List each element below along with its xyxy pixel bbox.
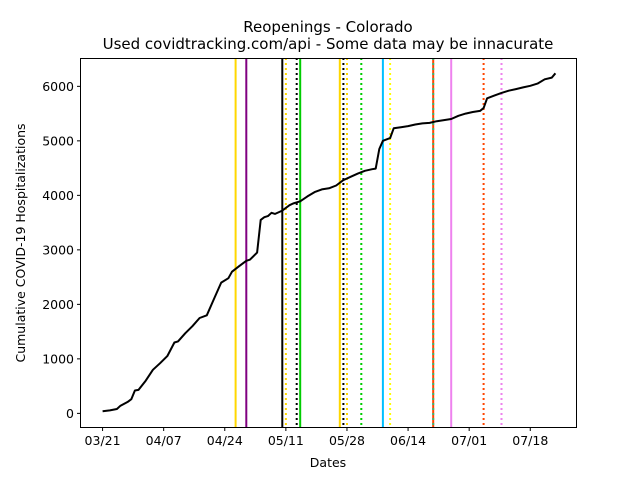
y-tick-label: 4000 (42, 188, 74, 203)
x-tick-label: 05/11 (268, 433, 304, 448)
y-tick-label: 2000 (42, 297, 74, 312)
x-tick-label: 04/07 (146, 433, 182, 448)
plot-area (102, 72, 557, 413)
reopening-markers (234, 58, 503, 427)
x-axis-label: Dates (310, 455, 346, 470)
y-tick-label: 5000 (42, 133, 74, 148)
series-line (102, 72, 557, 413)
x-tick-label: 07/18 (512, 433, 548, 448)
x-tick-label: 06/14 (390, 433, 426, 448)
x-tick-label: 03/21 (85, 433, 121, 448)
y-tick-label: 3000 (42, 242, 74, 257)
axes-frame (80, 58, 577, 428)
x-tick-label: 04/24 (207, 433, 243, 448)
y-axis-label: Cumulative COVID-19 Hospitalizations (13, 123, 28, 362)
y-tick-label: 0 (66, 406, 74, 421)
y-tick-label: 1000 (42, 351, 74, 366)
chart-title: Reopenings - Colorado (243, 18, 412, 36)
y-tick-label: 6000 (42, 79, 74, 94)
x-axis: 03/21 04/07 04/24 05/11 05/28 06/14 07/01 07/18 (85, 427, 548, 448)
y-axis: 0 1000 2000 3000 4000 5000 6000 (42, 79, 81, 421)
chart-subtitle: Used covidtracking.com/api - Some data m… (103, 35, 554, 53)
x-tick-label: 05/28 (329, 433, 365, 448)
x-tick-label: 07/01 (451, 433, 487, 448)
